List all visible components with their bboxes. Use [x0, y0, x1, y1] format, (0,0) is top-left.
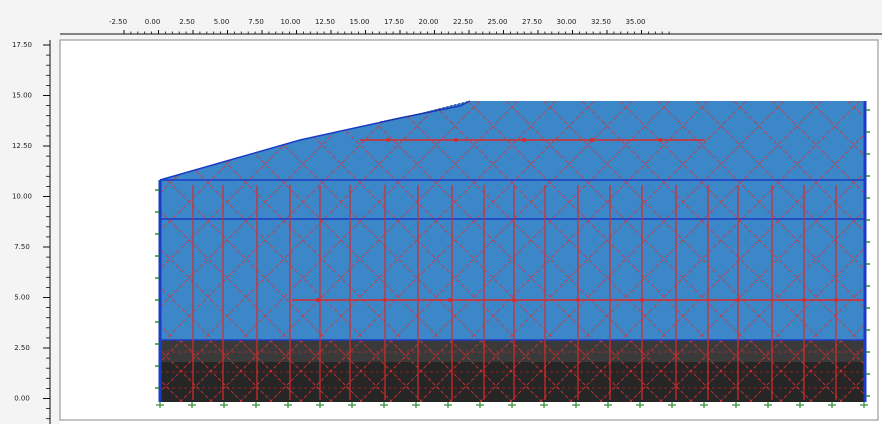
left-ruler-label: 2.50 — [14, 344, 30, 352]
top-ruler-label: 30.00 — [556, 18, 576, 26]
mesh-line — [160, 101, 253, 340]
anchor-node[interactable] — [736, 298, 740, 302]
top-ruler-label: 27.50 — [522, 18, 542, 26]
mesh-line — [505, 101, 747, 340]
mesh-line — [629, 340, 693, 402]
top-ruler-label: 22.50 — [453, 18, 473, 26]
top-ruler-label: 25.00 — [487, 18, 507, 26]
top-ruler-label: 17.50 — [384, 18, 404, 26]
mesh-line — [809, 346, 865, 402]
anchor-node[interactable] — [834, 298, 838, 302]
structural-elements — [192, 138, 865, 400]
top-ruler-label: 7.50 — [248, 18, 264, 26]
mesh-line — [479, 340, 543, 402]
phreatic-line-dashed[interactable] — [379, 100, 471, 123]
mesh-line — [160, 379, 183, 402]
top-ruler-label: 35.00 — [625, 18, 645, 26]
top-ruler-label: 15.00 — [349, 18, 369, 26]
left-ruler-label: 5.00 — [14, 294, 30, 302]
mesh-line — [239, 340, 303, 402]
top-ruler-label: 0.00 — [145, 18, 161, 26]
mesh-line — [179, 340, 243, 402]
mesh-line — [353, 101, 595, 340]
mesh-line — [543, 101, 785, 340]
boundary-fixities — [155, 109, 870, 408]
anchor-node[interactable] — [316, 298, 320, 302]
mesh-line — [269, 340, 333, 402]
anchor-node[interactable] — [386, 138, 390, 142]
soil-cluster-lower-1[interactable] — [160, 340, 865, 362]
mesh-line — [449, 340, 513, 402]
mesh-line — [771, 101, 865, 340]
left-ruler-label: 10.00 — [12, 193, 32, 201]
top-ruler-label: 10.00 — [280, 18, 300, 26]
mesh-line — [209, 340, 273, 402]
mesh-line — [839, 376, 865, 402]
mesh-line — [695, 101, 865, 340]
mesh-line — [749, 340, 813, 402]
mesh-line — [509, 340, 573, 402]
mesh-line — [779, 340, 843, 402]
left-ruler-ticks — [43, 44, 50, 420]
mesh-line — [581, 101, 823, 340]
mesh-line — [315, 101, 557, 340]
left-ruler-label: 15.00 — [12, 92, 32, 100]
mesh-line — [657, 101, 865, 340]
left-ruler-labels: 17.50 15.00 12.50 10.00 7.50 5.00 2.50 0.00 — [12, 41, 32, 403]
top-ruler-label: 5.00 — [214, 18, 230, 26]
mesh-line — [539, 340, 603, 402]
mesh-line — [839, 340, 865, 366]
mesh-line — [429, 101, 671, 340]
mesh-line — [569, 340, 633, 402]
top-ruler-ticks — [123, 30, 670, 34]
mesh-line — [201, 101, 443, 340]
mesh-line — [389, 340, 453, 402]
anchor-node[interactable] — [590, 138, 594, 142]
anchor-node[interactable] — [448, 298, 452, 302]
top-ruler-label: 2.50 — [179, 18, 195, 26]
anchor-node[interactable] — [576, 298, 580, 302]
mesh-line — [809, 101, 865, 340]
top-ruler-label: 20.00 — [418, 18, 438, 26]
mesh-line — [163, 101, 405, 340]
mesh-line — [160, 101, 215, 340]
mesh-line — [359, 340, 423, 402]
mesh-line — [689, 340, 753, 402]
layer-boundaries — [160, 179, 865, 341]
mesh-line — [619, 101, 861, 340]
mesh-line — [467, 101, 709, 340]
left-ruler-label: 17.50 — [12, 41, 32, 49]
anchor-node[interactable] — [383, 298, 387, 302]
top-ruler-label: -2.50 — [109, 18, 127, 26]
soil-cluster-lower-2[interactable] — [160, 362, 865, 402]
left-ruler-label: 7.50 — [14, 243, 30, 251]
mesh-line — [809, 101, 865, 340]
anchor-node[interactable] — [522, 138, 526, 142]
mesh-line — [160, 101, 367, 340]
left-ruler-label: 12.50 — [12, 142, 32, 150]
mesh-line — [419, 340, 483, 402]
mesh-line — [160, 340, 183, 363]
top-ruler-label: 32.50 — [591, 18, 611, 26]
left-ruler-label: 0.00 — [14, 395, 30, 403]
anchor-node[interactable] — [512, 298, 516, 302]
top-ruler-labels: -2.50 0.00 2.50 5.00 7.50 10.00 12.50 15.00 17.5… — [109, 18, 646, 26]
mesh-line — [299, 340, 363, 402]
mesh-line — [239, 101, 481, 340]
top-ruler-label: 12.50 — [315, 18, 335, 26]
mesh-line — [329, 340, 393, 402]
mesh-line — [733, 101, 865, 340]
anchor-node[interactable] — [640, 298, 644, 302]
anchor-node[interactable] — [454, 138, 458, 142]
mesh-line — [771, 101, 865, 340]
anchor-node[interactable] — [802, 298, 806, 302]
anchor-node[interactable] — [658, 138, 662, 142]
mesh-line — [659, 340, 723, 402]
